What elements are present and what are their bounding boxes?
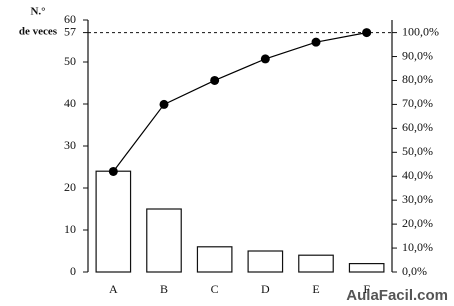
line bbox=[112, 32, 367, 172]
x-tick-label: B bbox=[160, 282, 168, 296]
watermark: AulaFacil.com bbox=[346, 287, 448, 304]
y-axis-label: N.° bbox=[30, 6, 45, 18]
y2-tick-label: 100,0% bbox=[402, 24, 439, 38]
bar bbox=[95, 170, 132, 273]
y2-tick-label: 20,0% bbox=[402, 216, 433, 230]
y-tick-label: 40 bbox=[64, 96, 76, 110]
y2-tick-label: 70,0% bbox=[402, 96, 433, 110]
x-tick-label: D bbox=[261, 282, 270, 296]
marker bbox=[159, 99, 169, 109]
y-tick-label: 60 bbox=[64, 12, 76, 26]
bar bbox=[247, 250, 284, 273]
y2-tick-label: 40,0% bbox=[402, 168, 433, 182]
bar bbox=[196, 246, 233, 273]
x-tick-label: A bbox=[109, 282, 118, 296]
bar bbox=[146, 208, 182, 273]
marker bbox=[108, 166, 118, 176]
y-tick-label: 20 bbox=[64, 180, 76, 194]
y-tick-label: 10 bbox=[64, 222, 76, 236]
y2-tick-label: 60,0% bbox=[402, 120, 433, 134]
marker bbox=[362, 28, 372, 38]
y2-tick-label: 50,0% bbox=[402, 144, 433, 158]
marker bbox=[210, 75, 220, 85]
y2-tick-label: 10,0% bbox=[402, 240, 433, 254]
y2-tick-label: 30,0% bbox=[402, 192, 433, 206]
y-tick-label: 50 bbox=[64, 54, 76, 68]
y2-tick-label: 90,0% bbox=[402, 48, 433, 62]
y-tick-label: 57 bbox=[64, 24, 76, 38]
bar bbox=[298, 254, 334, 273]
x-tick-label: F bbox=[363, 282, 370, 296]
y-tick-label: 30 bbox=[64, 138, 76, 152]
y-tick-label: 0 bbox=[70, 264, 76, 278]
bar bbox=[348, 263, 385, 273]
marker bbox=[260, 54, 270, 64]
y-axis-label: de veces bbox=[19, 26, 58, 38]
marker bbox=[311, 37, 321, 47]
y2-tick-label: 0,0% bbox=[402, 264, 427, 278]
x-tick-label: E bbox=[312, 282, 319, 296]
x-tick-label: C bbox=[211, 282, 219, 296]
y2-tick-label: 80,0% bbox=[402, 72, 433, 86]
